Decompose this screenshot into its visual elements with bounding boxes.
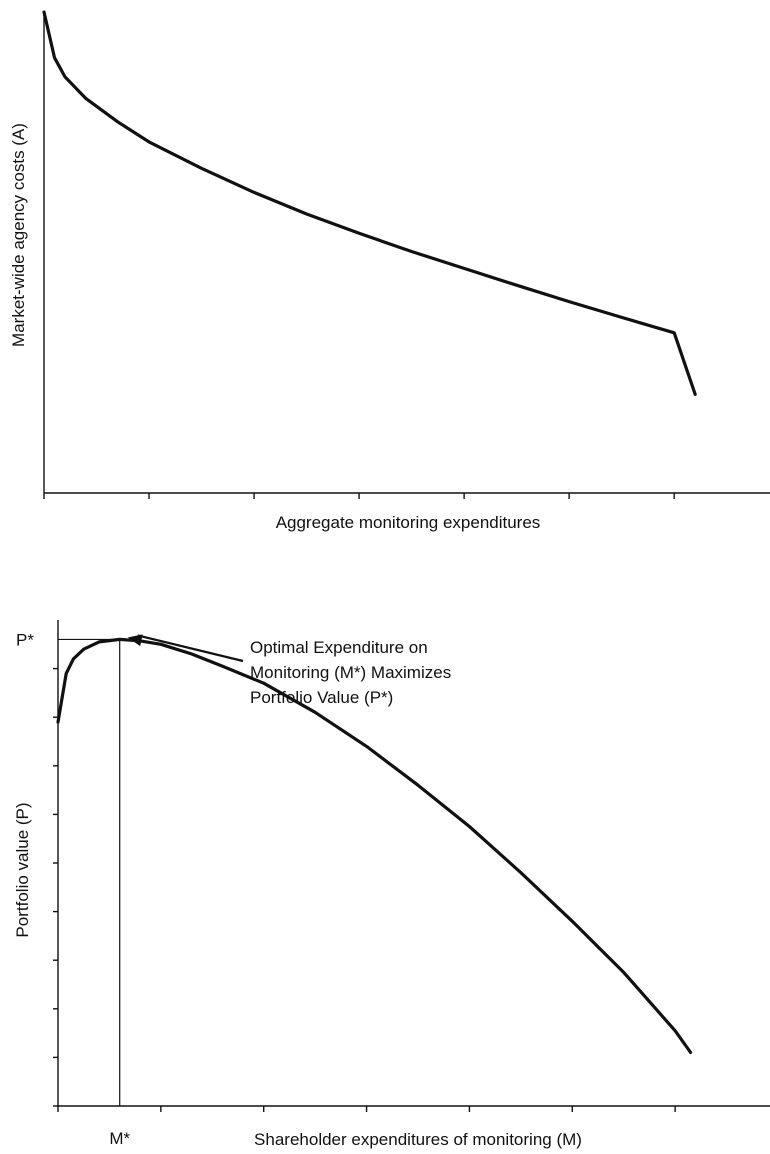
arrowhead-icon [127,634,143,647]
portfolio-value-curve [56,637,693,1055]
y-ticks [53,667,58,1107]
annotation-line-3: Portfolio Value (P*) [250,688,393,707]
y-axis-label: Market-wide agency costs (A) [9,123,28,347]
annotation-arrow [137,634,244,663]
portfolio-value-chart: P* M* Optimal Expenditure on Monitoring … [13,620,770,1149]
x-axis-label: Shareholder expenditures of monitoring (… [254,1130,582,1149]
annotation-line-1: Optimal Expenditure on [250,638,428,657]
x-ticks [57,1106,676,1112]
annotation-line-2: Monitoring (M*) Maximizes [250,663,451,682]
x-ticks [43,493,675,499]
agency-cost-curve [42,10,697,396]
y-axis-label: Portfolio value (P) [13,802,32,937]
p-star-label: P* [16,630,34,649]
agency-cost-chart: Aggregate monitoring expenditures Market… [9,10,770,532]
optimum-annotation: Optimal Expenditure on Monitoring (M*) M… [127,634,451,707]
x-axis-label: Aggregate monitoring expenditures [276,513,541,532]
m-star-label: M* [109,1129,130,1148]
